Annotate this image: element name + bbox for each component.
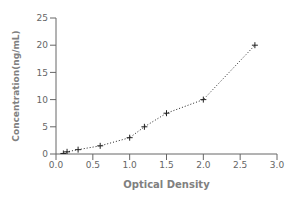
svg-text:Concentration(ng/mL): Concentration(ng/mL) bbox=[11, 30, 21, 141]
svg-text:15: 15 bbox=[37, 68, 48, 78]
svg-text:25: 25 bbox=[37, 13, 48, 23]
svg-text:0.5: 0.5 bbox=[86, 160, 100, 170]
svg-text:3.0: 3.0 bbox=[270, 160, 285, 170]
svg-text:10: 10 bbox=[37, 95, 49, 105]
svg-text:0: 0 bbox=[42, 149, 48, 159]
svg-text:2.0: 2.0 bbox=[196, 160, 211, 170]
svg-text:1.5: 1.5 bbox=[159, 160, 173, 170]
svg-text:1.0: 1.0 bbox=[123, 160, 138, 170]
svg-text:0.0: 0.0 bbox=[49, 160, 64, 170]
svg-text:5: 5 bbox=[42, 122, 48, 132]
svg-text:2.5: 2.5 bbox=[233, 160, 247, 170]
svg-text:Optical Density: Optical Density bbox=[123, 179, 210, 190]
svg-text:20: 20 bbox=[37, 40, 49, 50]
